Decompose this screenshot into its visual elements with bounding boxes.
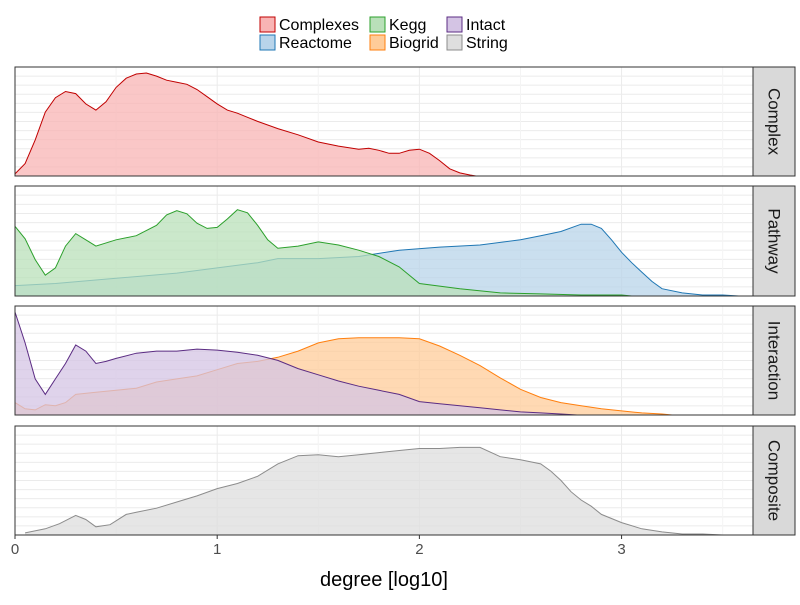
legend-swatch-intact (446, 16, 463, 33)
facet-label-pathway: Pathway (765, 208, 784, 274)
density-area-intact (15, 312, 578, 415)
legend-label-string: String (466, 35, 508, 52)
legend-label-kegg: Kegg (389, 17, 426, 34)
x-tick-label: 0 (11, 541, 19, 558)
facet-label-composite: Composite (765, 440, 784, 521)
legend-swatch-reactome (259, 34, 276, 51)
density-line-kegg (14, 209, 632, 297)
facet-label-complex: Complex (765, 88, 784, 156)
facet-strip-interaction (752, 305, 796, 416)
legend-label-complexes: Complexes (279, 17, 359, 34)
legend-label-intact: Intact (466, 17, 506, 34)
x-tick-label: 1 (213, 541, 221, 558)
density-area-string (25, 447, 743, 535)
x-tick-label: 3 (617, 541, 625, 558)
facet-strip-composite (752, 425, 796, 536)
legend-label-reactome: Reactome (279, 35, 352, 52)
legend-label-biogrid: Biogrid (389, 35, 439, 52)
legend-swatch-string (446, 34, 463, 51)
x-axis-label: degree [log10] (320, 569, 448, 591)
legend-swatch-complexes (259, 16, 276, 33)
density-area-kegg (15, 209, 632, 296)
facet-strip-complex (752, 66, 796, 177)
density-area-complexes (15, 73, 476, 176)
density-line-intact (14, 311, 578, 416)
density-line-complexes (14, 72, 477, 177)
legend-swatch-kegg (369, 16, 386, 33)
facet-strip-pathway (752, 185, 796, 297)
x-tick-label: 2 (415, 541, 423, 558)
density-line-string (25, 446, 743, 536)
facet-label-interaction: Interaction (765, 321, 784, 400)
legend-swatch-biogrid (369, 34, 386, 51)
